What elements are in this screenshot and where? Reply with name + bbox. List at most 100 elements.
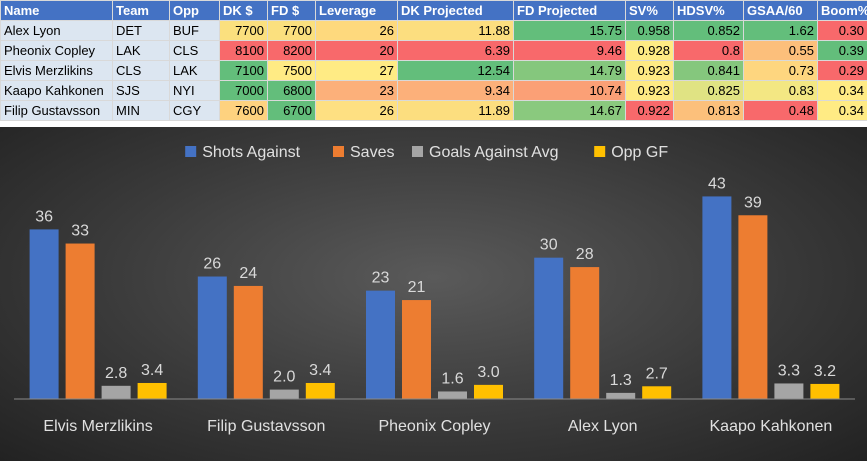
table-cell: BUF	[170, 21, 220, 41]
table-cell: 0.923	[626, 81, 674, 101]
column-header[interactable]: Name	[1, 1, 113, 21]
data-label: 3.4	[309, 362, 331, 379]
table-cell: 9.46	[514, 41, 626, 61]
chart-legend: Shots Against Saves Goals Against Avg Opp G…	[185, 144, 668, 161]
data-label: 3.4	[141, 362, 163, 379]
table-cell: NYI	[170, 81, 220, 101]
legend-swatch	[185, 146, 196, 157]
table-cell: 0.825	[674, 81, 744, 101]
bar-opp-gf	[642, 386, 671, 399]
legend-swatch	[333, 146, 344, 157]
table-cell: 10.74	[514, 81, 626, 101]
bar-opp-gf	[306, 383, 335, 399]
table-cell: 0.922	[626, 101, 674, 121]
table-cell: Elvis Merzlikins	[1, 61, 113, 81]
table-cell: 11.89	[398, 101, 514, 121]
bar-shots-against	[30, 229, 59, 399]
column-header[interactable]: FD Projected	[514, 1, 626, 21]
bar-opp-gf	[474, 385, 503, 399]
column-header[interactable]: FD $	[268, 1, 316, 21]
table-cell: MIN	[113, 101, 170, 121]
table-cell: 0.958	[626, 21, 674, 41]
table-cell: 23	[316, 81, 398, 101]
legend-swatch	[594, 146, 605, 157]
table-cell: 9.34	[398, 81, 514, 101]
table-cell: 7100	[220, 61, 268, 81]
bar-saves	[66, 244, 95, 399]
table-cell: 6800	[268, 81, 316, 101]
table-cell: 7600	[220, 101, 268, 121]
legend-label: Saves	[350, 144, 394, 161]
table-cell: 27	[316, 61, 398, 81]
data-label: 3.2	[814, 363, 836, 380]
table-cell: 0.55	[744, 41, 818, 61]
bar-opp-gf	[810, 384, 839, 399]
table-cell: 0.34	[818, 81, 867, 101]
table-cell: 0.39	[818, 41, 867, 61]
table-cell: 14.79	[514, 61, 626, 81]
bar-shots-against	[198, 277, 227, 399]
data-label: 2.7	[646, 365, 668, 382]
column-header[interactable]: GSAA/60	[744, 1, 818, 21]
data-label: 26	[203, 256, 221, 273]
data-label: 33	[71, 223, 89, 240]
table-cell: 8100	[220, 41, 268, 61]
category-label: Alex Lyon	[568, 418, 638, 435]
legend-label: Opp GF	[611, 144, 668, 161]
data-label: 1.3	[610, 372, 632, 389]
table-cell: 7500	[268, 61, 316, 81]
table-cell: 7700	[268, 21, 316, 41]
column-header[interactable]: SV%	[626, 1, 674, 21]
table-cell: 6.39	[398, 41, 514, 61]
category-label: Elvis Merzlikins	[43, 418, 152, 435]
column-header[interactable]: DK Projected	[398, 1, 514, 21]
table-cell: Filip Gustavsson	[1, 101, 113, 121]
data-label: 43	[708, 175, 726, 192]
data-label: 23	[372, 270, 390, 287]
bar-goals-against-avg	[438, 391, 467, 399]
column-header[interactable]: Boom%	[818, 1, 867, 21]
table-cell: 20	[316, 41, 398, 61]
bar-goals-against-avg	[606, 393, 635, 399]
data-label: 3.3	[778, 362, 800, 379]
bar-opp-gf	[138, 383, 167, 399]
table-cell: 7700	[220, 21, 268, 41]
column-header[interactable]: DK $	[220, 1, 268, 21]
table-cell: 0.29	[818, 61, 867, 81]
legend-label: Goals Against Avg	[429, 144, 559, 161]
table-cell: 26	[316, 21, 398, 41]
bar-saves	[234, 286, 263, 399]
data-label: 21	[408, 279, 426, 296]
table-cell: LAK	[170, 61, 220, 81]
column-header[interactable]: HDSV%	[674, 1, 744, 21]
legend-swatch	[412, 146, 423, 157]
bar-shots-against	[702, 196, 731, 399]
data-label: 2.0	[273, 369, 295, 386]
legend-label: Shots Against	[202, 144, 300, 161]
table-cell: 0.83	[744, 81, 818, 101]
column-header[interactable]: Team	[113, 1, 170, 21]
table-cell: 0.852	[674, 21, 744, 41]
table-cell: 0.48	[744, 101, 818, 121]
bar-saves	[738, 215, 767, 399]
column-header[interactable]: Leverage	[316, 1, 398, 21]
table-cell: 0.8	[674, 41, 744, 61]
data-label: 28	[576, 246, 594, 263]
table-cell: 15.75	[514, 21, 626, 41]
bar-saves	[402, 300, 431, 399]
bar-goals-against-avg	[774, 383, 803, 399]
table-cell: DET	[113, 21, 170, 41]
table-cell: 0.928	[626, 41, 674, 61]
table-cell: 0.841	[674, 61, 744, 81]
data-label: 1.6	[441, 370, 463, 387]
table-cell: 12.54	[398, 61, 514, 81]
column-header[interactable]: Opp	[170, 1, 220, 21]
data-label: 30	[540, 237, 558, 254]
table-cell: 0.34	[818, 101, 867, 121]
